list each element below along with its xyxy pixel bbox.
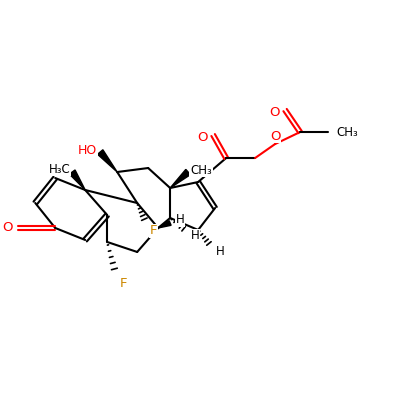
Text: H₃C: H₃C <box>48 162 70 176</box>
Text: O: O <box>270 130 280 142</box>
Text: O: O <box>2 222 12 234</box>
Text: O: O <box>270 106 280 118</box>
Text: H: H <box>191 230 200 242</box>
Polygon shape <box>98 150 117 172</box>
Text: CH₃: CH₃ <box>190 164 212 176</box>
Text: HO: HO <box>78 144 97 156</box>
Text: H: H <box>216 246 224 258</box>
Text: F: F <box>150 224 157 238</box>
Text: CH₃: CH₃ <box>336 126 358 138</box>
Polygon shape <box>158 221 171 228</box>
Polygon shape <box>69 170 85 190</box>
Text: O: O <box>198 130 208 144</box>
Polygon shape <box>170 170 190 188</box>
Text: H: H <box>176 214 184 226</box>
Text: F: F <box>120 278 127 290</box>
